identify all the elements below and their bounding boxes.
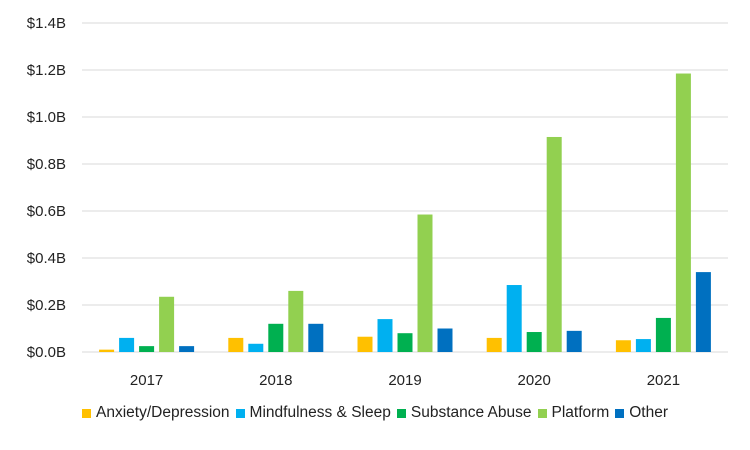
- bar-other-2017: [179, 346, 195, 352]
- y-tick-label: $0.0B: [27, 344, 66, 361]
- bar-substance-abuse-2020: [526, 332, 542, 352]
- legend-item: Platform: [537, 404, 610, 422]
- legend-swatch: [396, 408, 406, 418]
- bar-substance-abuse-2021: [655, 317, 671, 352]
- bar-platform-2018: [288, 290, 304, 352]
- bar-mindfulness-sleep-2019: [377, 319, 393, 352]
- y-tick-label: $0.8B: [27, 156, 66, 173]
- legend-label: Anxiety/Depression: [96, 404, 230, 421]
- bar-platform-2020: [546, 136, 562, 352]
- bar-anxiety-depression-2021: [615, 340, 631, 352]
- x-tick-label: 2019: [388, 372, 421, 389]
- bar-anxiety-depression-2018: [228, 337, 244, 352]
- bar-other-2018: [308, 323, 324, 352]
- bar-other-2019: [437, 328, 453, 352]
- bar-substance-abuse-2019: [397, 333, 413, 352]
- legend-label: Substance Abuse: [410, 404, 532, 421]
- bar-platform-2021: [675, 73, 691, 353]
- legend-item: Substance Abuse: [396, 404, 532, 422]
- bars: [99, 73, 711, 353]
- bar-chart: $0.0B $0.2B $0.4B $0.6B $0.8B $1.0B $1.2B $1.4B…: [27, 15, 728, 389]
- legend-label: Other: [629, 404, 668, 421]
- legend-swatch: [82, 408, 91, 418]
- bar-platform-2017: [159, 296, 175, 352]
- legend-swatch: [537, 408, 547, 418]
- y-tick-label: $0.2B: [27, 297, 66, 314]
- bar-mindfulness-sleep-2021: [635, 339, 651, 352]
- y-tick-label: $1.2B: [27, 62, 66, 79]
- bar-mindfulness-sleep-2017: [119, 337, 135, 352]
- bar-substance-abuse-2018: [268, 323, 284, 352]
- legend-item: Other: [615, 404, 668, 422]
- x-tick-label: 2018: [259, 372, 292, 389]
- bar-anxiety-depression-2017: [99, 349, 115, 352]
- gridlines: [82, 22, 728, 353]
- legend-swatch: [615, 408, 625, 418]
- x-tick-label: 2021: [647, 372, 680, 389]
- x-axis-ticks: 2017 2018 2019 2020 2021: [130, 372, 680, 389]
- bar-other-2020: [566, 330, 582, 352]
- bar-mindfulness-sleep-2018: [248, 343, 264, 352]
- y-tick-label: $0.4B: [27, 250, 66, 267]
- y-tick-label: $0.6B: [27, 203, 66, 220]
- legend-swatch: [235, 408, 245, 418]
- x-tick-label: 2020: [518, 372, 551, 389]
- bar-substance-abuse-2017: [139, 346, 155, 352]
- y-tick-label: $1.4B: [27, 15, 66, 32]
- legend: Anxiety/Depression Mindfulness & Sleep Sub…: [0, 404, 750, 422]
- y-tick-label: $1.0B: [27, 109, 66, 126]
- legend-item: Anxiety/Depression: [82, 404, 230, 422]
- bar-anxiety-depression-2020: [486, 337, 502, 352]
- legend-label: Platform: [551, 404, 610, 421]
- legend-label: Mindfulness & Sleep: [249, 404, 391, 421]
- y-axis-ticks: $0.0B $0.2B $0.4B $0.6B $0.8B $1.0B $1.2B $1.4B: [27, 15, 66, 361]
- bar-mindfulness-sleep-2020: [506, 285, 522, 352]
- bar-anxiety-depression-2019: [357, 336, 373, 352]
- legend-item: Mindfulness & Sleep: [235, 404, 391, 422]
- bar-other-2021: [695, 272, 711, 352]
- x-tick-label: 2017: [130, 372, 163, 389]
- bar-platform-2019: [417, 214, 433, 352]
